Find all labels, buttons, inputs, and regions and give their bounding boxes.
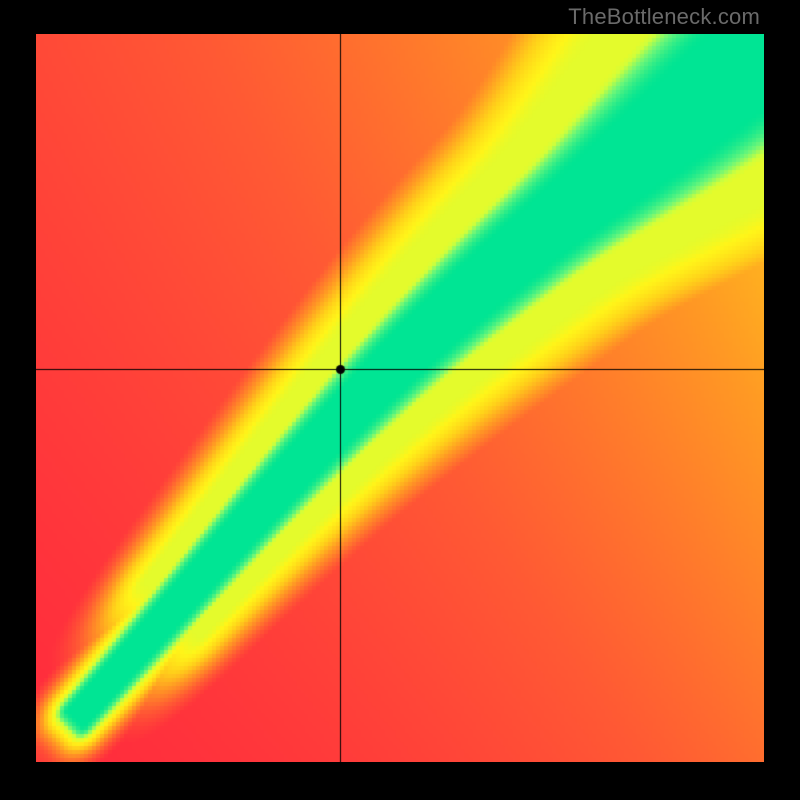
crosshair-overlay <box>36 34 764 762</box>
watermark-label: TheBottleneck.com <box>568 4 760 30</box>
figure-frame: TheBottleneck.com <box>0 0 800 800</box>
